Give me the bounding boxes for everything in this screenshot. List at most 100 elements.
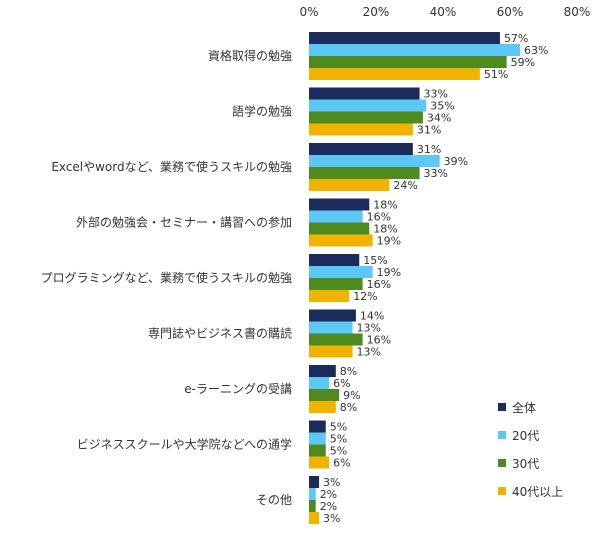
bar [309,155,440,167]
category-label: Excelやwordなど、業務で使うスキルの勉強 [51,159,292,174]
bar [309,123,413,136]
category-label: e-ラーニングの受講 [184,381,292,396]
x-tick-label: 20% [363,5,390,19]
bar [309,345,353,358]
bar [309,68,480,80]
value-label: 3% [323,476,340,489]
value-label: 13% [357,346,381,359]
value-label: 5% [330,445,347,458]
category-label: プログラミングなど、業務で使うスキルの勉強 [41,270,292,285]
value-label: 2% [320,500,337,513]
bar [309,44,521,56]
category-label: 資格取得の勉強 [208,48,292,63]
value-label: 33% [424,88,448,101]
bar [309,254,360,266]
bar [309,179,390,191]
legend: 全体 20代 30代 40代以上 [498,400,563,499]
bar [309,290,350,302]
bar [309,56,507,68]
bar [309,500,316,512]
bar [309,512,320,524]
value-label: 6% [333,457,350,470]
value-label: 16% [367,334,391,347]
value-label: 19% [377,235,401,248]
legend-swatch [498,403,506,411]
value-label: 63% [524,44,548,57]
legend-swatch [498,459,506,467]
value-label: 2% [320,488,337,501]
category-label: その他 [256,493,292,507]
value-label: 16% [367,211,391,224]
category-label: 外部の勉強会・セミナー・講習への参加 [76,215,292,230]
value-label: 8% [340,365,357,378]
bar [309,278,363,290]
value-label: 5% [330,421,347,434]
bar [309,309,356,322]
category-label: ビジネススクールや大学院などへの通学 [77,437,292,452]
bar [309,377,330,389]
bar [309,32,500,44]
bar [309,198,370,211]
bar [309,444,326,457]
bar [309,143,413,155]
value-label: 6% [333,377,350,390]
legend-label: 全体 [512,400,536,415]
value-label: 39% [444,155,468,168]
value-label: 34% [427,112,451,125]
bar [309,488,316,500]
x-tick-label: 60% [497,5,524,19]
bar [309,432,326,445]
x-tick-label: 40% [430,5,457,19]
value-label: 9% [343,389,360,402]
legend-label: 20代 [512,429,539,443]
bar [309,234,373,247]
x-tick-label: 0% [299,5,318,19]
value-label: 31% [417,124,441,137]
bar [309,210,363,223]
bar [309,222,370,235]
value-label: 19% [377,266,401,279]
bar [309,167,420,179]
category-label: 語学の勉強 [232,104,292,119]
bar [309,111,423,124]
bars [309,32,521,524]
x-axis-tick-labels: 0% 20% 40% 60% 80% [299,5,590,19]
bar [309,266,373,278]
legend-label: 40代以上 [512,485,563,499]
legend-swatch [498,431,506,439]
value-labels: 57%63%59%51%33%35%34%31%31%39%33%24%18%1… [320,32,549,525]
bar [309,321,353,334]
value-label: 59% [511,56,535,69]
value-label: 15% [363,254,387,267]
value-label: 5% [330,433,347,446]
value-label: 18% [373,199,397,212]
bar [309,476,320,488]
legend-label: 30代 [512,457,539,471]
value-label: 24% [393,179,417,192]
value-label: 14% [360,310,384,323]
value-label: 13% [357,322,381,335]
value-label: 18% [373,223,397,236]
value-label: 8% [340,401,357,414]
value-label: 35% [430,100,454,113]
bar [309,333,363,346]
value-label: 31% [417,143,441,156]
bar [309,420,326,433]
category-label: 専門誌やビジネス書の購読 [148,326,292,341]
bar [309,401,336,413]
value-label: 3% [323,512,340,525]
legend-swatch [498,487,506,495]
bar [309,99,427,112]
bar [309,87,420,100]
bar [309,365,336,377]
value-label: 51% [484,68,508,81]
value-label: 16% [367,278,391,291]
x-tick-label: 80% [564,5,591,19]
value-label: 33% [424,167,448,180]
bar [309,456,330,469]
bar [309,389,340,401]
value-label: 57% [504,32,528,45]
value-label: 12% [353,290,377,303]
